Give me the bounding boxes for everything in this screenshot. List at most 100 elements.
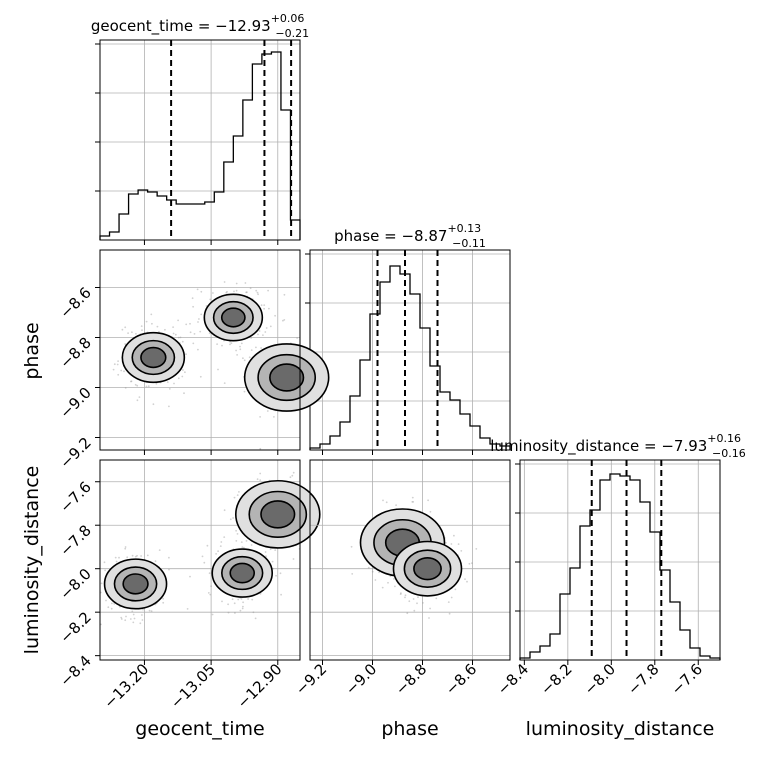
ytick-label-phase-2: −8.8: [56, 334, 94, 372]
scatter-point: [197, 321, 199, 323]
ytick-label-luminosity_distance-4: −7.6: [56, 478, 94, 516]
scatter-point: [212, 292, 214, 294]
scatter-point: [262, 334, 264, 336]
scatter-point: [226, 290, 228, 293]
scatter-point: [385, 501, 388, 504]
scatter-point: [406, 612, 409, 615]
scatter-point: [110, 607, 113, 610]
scatter-point: [447, 601, 450, 603]
scatter-point: [454, 588, 457, 591]
title-geocent-time: geocent_time = −12.93+0.06 −0.21: [91, 12, 309, 40]
xtick-label-phase-2: −8.8: [392, 660, 430, 698]
scatter-point: [239, 348, 242, 351]
scatter-point: [200, 313, 203, 316]
scatter-point: [131, 331, 133, 334]
panels-layer: −13.20 −13.05 −12.90 −9.2 −9.0 −8.8 −8.6 −8.4 −8…: [56, 39, 721, 712]
scatter-point: [393, 578, 395, 580]
xlabel-phase: phase: [381, 718, 438, 740]
scatter-point: [264, 331, 267, 333]
scatter-point: [227, 611, 230, 614]
scatter-point: [225, 291, 228, 294]
scatter-point: [125, 615, 127, 618]
scatter-point: [273, 416, 275, 418]
contour-0-2-2: [220, 307, 246, 328]
contour-2-1-2: [413, 557, 442, 581]
scatter-point: [242, 605, 244, 608]
scatter-point: [230, 342, 233, 345]
scatter-point: [223, 509, 226, 512]
scatter-point: [100, 582, 103, 585]
contour-0-1-2: [140, 346, 167, 369]
scatter-point: [259, 416, 261, 418]
scatter-point: [152, 403, 155, 406]
scatter-point: [271, 560, 274, 563]
scatter-point: [264, 551, 267, 553]
scatter-point: [146, 554, 149, 557]
scatter-point: [413, 609, 416, 612]
scatter-point: [243, 546, 245, 549]
scatter-point: [117, 360, 119, 362]
scatter-point: [351, 573, 354, 575]
ytick-label-luminosity_distance-3: −7.8: [56, 521, 94, 559]
scatter-point: [266, 410, 269, 412]
scatter-point: [259, 479, 262, 481]
ylabel-phase: phase: [21, 322, 43, 379]
scatter-point: [116, 363, 119, 366]
scatter-point: [229, 518, 232, 521]
scatter-point: [135, 332, 137, 335]
scatter-point: [251, 598, 254, 601]
scatter-point: [193, 333, 196, 335]
scatter-point: [141, 619, 144, 621]
scatter-point: [126, 556, 129, 559]
scatter-point: [235, 349, 238, 352]
scatter-point: [172, 332, 175, 335]
scatter-point: [215, 553, 218, 555]
scatter-point: [132, 621, 135, 624]
scatter-point: [124, 546, 127, 548]
scatter-point: [257, 293, 259, 296]
scatter-point: [269, 325, 272, 328]
scatter-point: [371, 570, 374, 573]
scatter-point: [136, 399, 139, 402]
scatter-point: [399, 593, 402, 595]
scatter-point: [185, 323, 188, 326]
scatter-point: [168, 405, 170, 408]
contour-1-0-2: [260, 500, 296, 529]
scatter-point: [131, 610, 134, 613]
xtick-label-phase-3: −8.6: [442, 660, 480, 698]
scatter-point: [245, 540, 248, 542]
xlabel-luminosity-distance: luminosity_distance: [526, 718, 715, 740]
scatter-point: [258, 330, 261, 332]
scatter-point: [227, 603, 230, 606]
scatter-point: [416, 602, 418, 605]
scatter-point: [130, 380, 132, 383]
scatter-point: [120, 616, 123, 619]
ytick-label-phase-1: −9.0: [56, 384, 94, 422]
scatter-point: [162, 601, 165, 604]
xtick-label-luminosity_distance-1: −8.2: [537, 660, 575, 698]
ylabel-luminosity-distance: luminosity_distance: [21, 466, 43, 655]
scatter-point: [235, 529, 238, 532]
scatter-point: [208, 332, 211, 335]
ytick-label-phase-0: −9.2: [56, 434, 94, 472]
xtick-label-geocent_time-1: −13.05: [167, 660, 219, 712]
scatter-point: [233, 602, 236, 605]
scatter-point: [103, 561, 106, 564]
scatter-point: [148, 609, 151, 612]
scatter-point: [199, 330, 202, 333]
scatter-point: [168, 568, 170, 571]
scatter-point: [173, 382, 175, 385]
scatter-point: [209, 298, 212, 301]
ytick-label-luminosity_distance-1: −8.2: [56, 608, 94, 646]
scatter-point: [220, 541, 223, 543]
scatter-point: [404, 596, 406, 599]
scatter-point: [158, 549, 161, 551]
scatter-point: [114, 556, 117, 559]
scatter-point: [199, 375, 202, 378]
scatter-point: [422, 602, 424, 604]
scatter-point: [292, 558, 295, 560]
scatter-point: [471, 562, 473, 564]
scatter-point: [124, 343, 126, 345]
scatter-point: [168, 388, 171, 390]
scatter-point: [217, 550, 220, 553]
